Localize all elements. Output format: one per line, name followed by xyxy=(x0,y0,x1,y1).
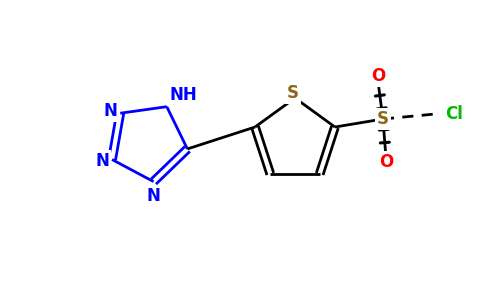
Text: N: N xyxy=(104,102,117,120)
Text: N: N xyxy=(95,152,109,169)
Text: S: S xyxy=(287,84,299,102)
Text: O: O xyxy=(379,153,393,171)
Text: S: S xyxy=(377,110,389,128)
Text: O: O xyxy=(371,67,385,85)
Text: N: N xyxy=(147,187,161,205)
Text: NH: NH xyxy=(170,86,197,104)
Text: Cl: Cl xyxy=(445,105,463,123)
